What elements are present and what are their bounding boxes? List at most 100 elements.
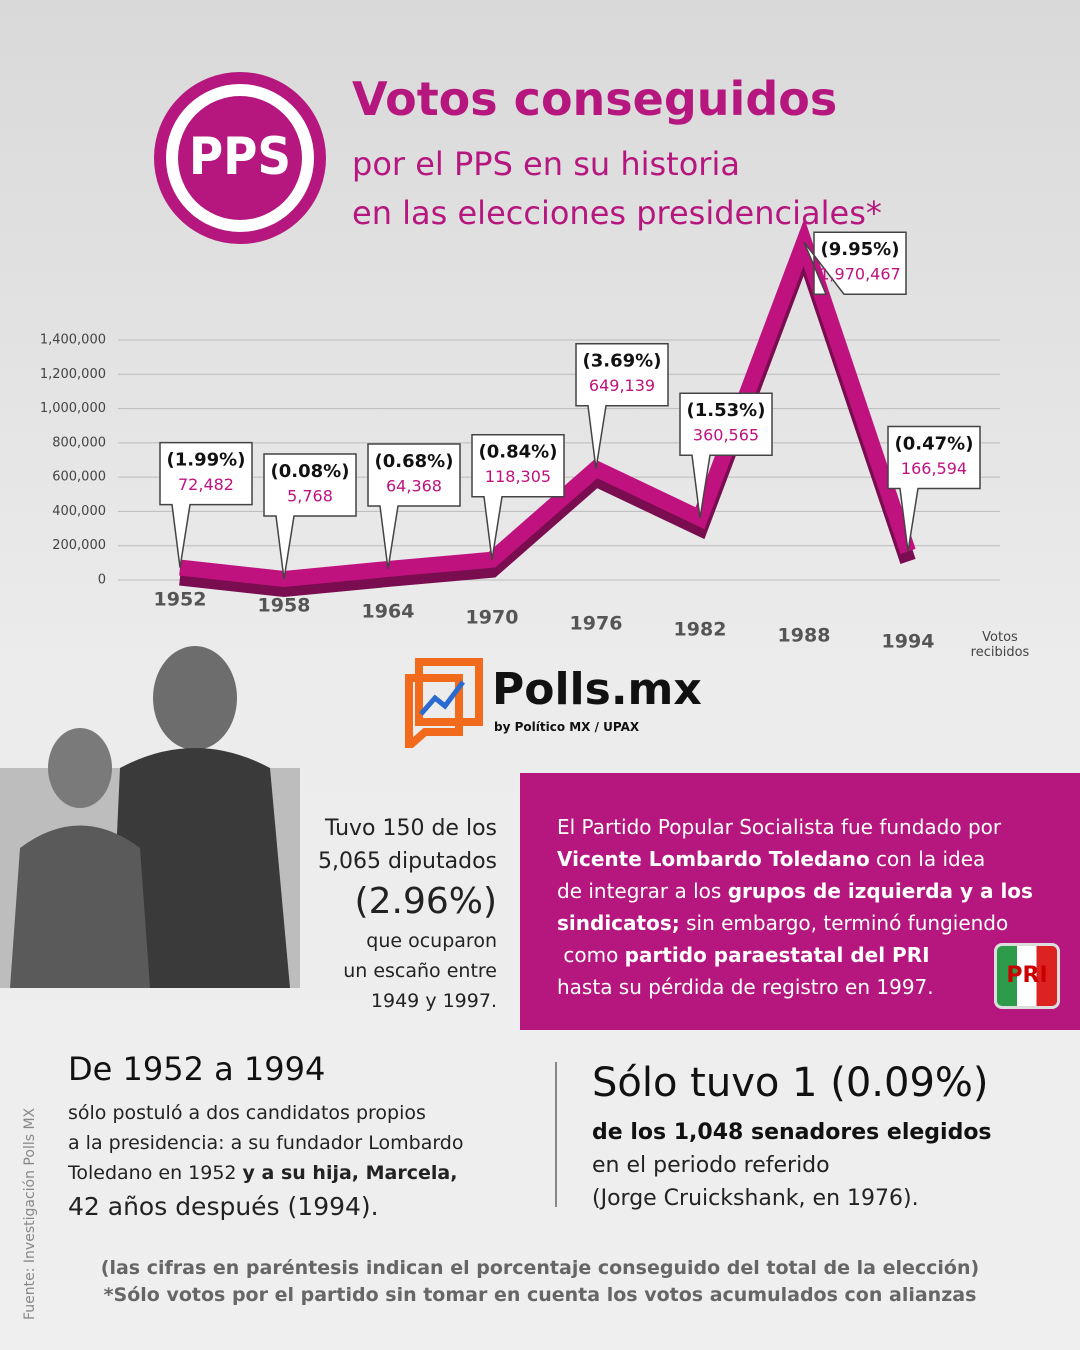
x-tick-label: 1982 [674, 619, 727, 641]
chart: PPS 0 200,000 400,000 600,000 800,000 1,000,0… [40, 72, 1000, 653]
box-line: El Partido Popular Socialista fue fundad… [557, 811, 1033, 843]
y-axis-label: Votos recibidos [970, 630, 1030, 660]
text: con la idea [869, 847, 986, 871]
value-label: 360,565 [693, 426, 759, 445]
y-tick-label: 200,000 [52, 538, 106, 553]
note-line: un escaño entre [343, 960, 497, 982]
share-label: (0.84%) [479, 442, 558, 463]
x-tick-label: 1970 [466, 607, 519, 629]
subtitle: en las elecciones presidenciales* [352, 194, 882, 232]
x-tick-label: 1964 [362, 601, 415, 623]
box-line: hasta su pérdida de registro en 1997. [557, 971, 1033, 1003]
text: El Partido Popular Socialista fue fundad… [557, 815, 1002, 839]
text: hasta su pérdida de registro en 1997. [557, 975, 934, 999]
note-line: 1949 y 1997. [370, 990, 497, 1012]
text: de integrar a los [557, 879, 728, 903]
x-tick-label: 1994 [882, 631, 935, 653]
subtitle: por el PPS en su historia [352, 145, 740, 183]
note-line: Tuvo 150 de los [324, 816, 497, 841]
callout: (0.47%) 166,594 [887, 425, 981, 552]
line [179, 218, 916, 588]
callout-box [575, 342, 669, 469]
box-line: sindicatos; sin embargo, terminó fungien… [557, 907, 1033, 939]
value-label: 64,368 [386, 476, 442, 495]
value-label: 72,482 [178, 475, 234, 494]
text: grupos de izquierda y a los [727, 879, 1033, 903]
callout-box [367, 443, 461, 570]
text: a la presidencia: a su fundador Lombardo [68, 1132, 464, 1154]
share-label: (1.53%) [687, 400, 766, 421]
box-line: Vicente Lombardo Toledano con la idea [557, 843, 1033, 875]
callout: (0.84%) 118,305 [471, 433, 565, 560]
text: 42 años después (1994). [68, 1192, 379, 1221]
candidates-heading: De 1952 a 1994 [68, 1050, 326, 1088]
line: Toledano en 1952 y a su hija, Marcela, [68, 1158, 464, 1188]
text: en el periodo referido [592, 1153, 830, 1178]
share-label: (0.08%) [271, 461, 350, 482]
source: Fuente: Investigación Polls MX [22, 1107, 38, 1320]
text: sindicatos; [557, 911, 680, 935]
brand-tagline: by Político MX / UPAX [494, 720, 640, 734]
photo [0, 646, 300, 988]
callout-box [679, 392, 773, 519]
text: como [557, 943, 625, 967]
y-tick-label: 1,400,000 [40, 333, 106, 348]
footnote: *Sólo votos por el partido sin tomar en … [103, 1284, 977, 1306]
note-line: 5,065 diputados [318, 849, 497, 874]
text: (Jorge Cruickshank, en 1976). [592, 1186, 919, 1211]
callout-box [803, 231, 907, 295]
value-label: 5,768 [287, 487, 333, 506]
share-label: (0.68%) [375, 451, 454, 472]
y-tick-label: 0 [98, 573, 106, 588]
pps-logo: PPS [154, 72, 326, 244]
value-label: 1,970,467 [819, 265, 900, 284]
deputies-note: Tuvo 150 de los 5,065 diputados (2.96%) … [318, 812, 497, 1016]
text: Toledano en 1952 [68, 1162, 243, 1184]
x-tick-label: 1988 [778, 625, 831, 647]
callout: (3.69%) 649,139 [575, 342, 669, 469]
share-label: (0.47%) [895, 433, 974, 454]
value-label: 649,139 [589, 376, 655, 395]
logo-text: PPS [189, 127, 291, 187]
x-tick-label: 1958 [258, 595, 311, 617]
x-tick-label: 1952 [154, 589, 207, 611]
callout: (1.53%) 360,565 [679, 392, 773, 519]
candidates-text: sólo postuló a dos candidatos propios a … [68, 1098, 464, 1226]
callout: (0.08%) 5,768 [263, 453, 357, 580]
value-label: 118,305 [485, 467, 551, 486]
x-tick-label: 1976 [570, 613, 623, 635]
text: partido paraestatal del PRI [624, 943, 930, 967]
note-percent: (2.96%) [354, 881, 497, 922]
y-tick-label: 1,000,000 [40, 401, 106, 416]
callout-box [471, 433, 565, 560]
text: sin embargo, terminó fungiendo [679, 911, 1009, 935]
y-tick-label: 1,200,000 [40, 367, 106, 382]
box-line: de integrar a los grupos de izquierda y … [557, 875, 1033, 907]
footnote: (las cifras en paréntesis indican el por… [100, 1257, 980, 1279]
callout-box [263, 453, 357, 580]
pri-logo: PRI [994, 943, 1060, 1009]
text: y a su hija, Marcela, [242, 1162, 458, 1184]
value-label: 166,594 [901, 459, 967, 478]
brand-icon [405, 658, 483, 748]
callout: (1.99%) 72,482 [159, 441, 253, 568]
senators-heading: Sólo tuvo 1 (0.09%) [592, 1060, 989, 1106]
box-line: como partido paraestatal del PRI [557, 939, 1033, 971]
info-box: El Partido Popular Socialista fue fundad… [520, 773, 1080, 1030]
callout: (9.95%) 1,970,467 [803, 231, 907, 295]
text: Vicente Lombardo Toledano [557, 847, 870, 871]
logo-disc [178, 96, 302, 220]
note-line: que ocuparon [366, 930, 497, 952]
share-label: (1.99%) [167, 450, 246, 471]
title: Votos conseguidos [352, 72, 838, 126]
share-label: (3.69%) [583, 351, 662, 372]
callout-box [887, 425, 981, 552]
y-tick-label: 800,000 [52, 435, 106, 450]
y-tick-label: 400,000 [52, 504, 106, 519]
callout: (0.68%) 64,368 [367, 443, 461, 570]
share-label: (9.95%) [821, 239, 900, 260]
callout-box [159, 441, 253, 568]
brand-name: Polls.mx [492, 664, 702, 715]
text: sólo postuló a dos candidatos propios [68, 1102, 426, 1124]
